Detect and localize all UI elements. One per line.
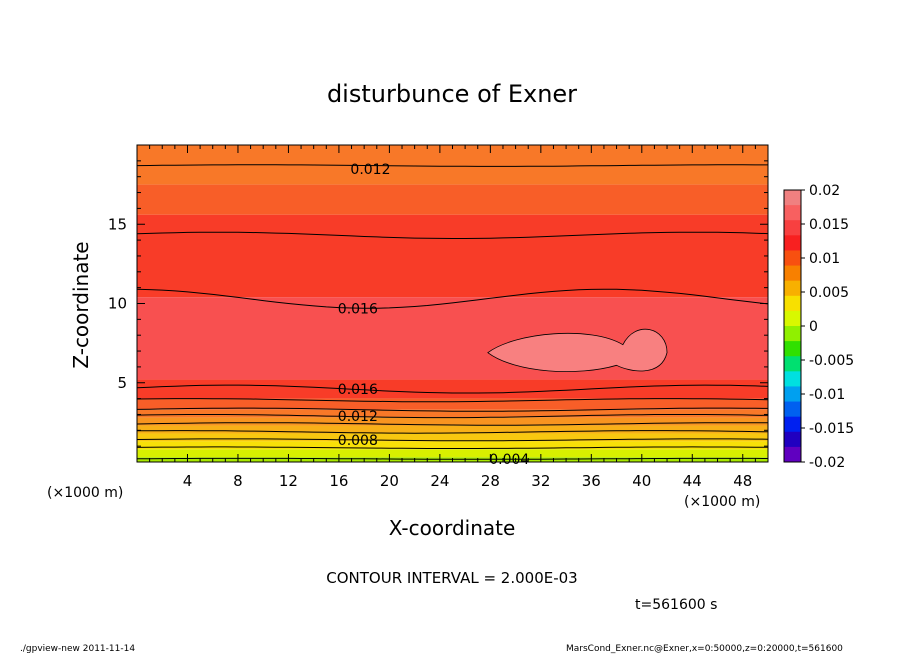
x-tick-label: 16 [329,472,348,490]
contour-label: 0.016 [338,301,378,317]
footer-right: MarsCond_Exner.nc@Exner,x=0:50000,z=0:20… [566,644,843,654]
x-tick-label: 48 [733,472,752,490]
y-axis-label: Z-coordinate [69,241,93,368]
colorbar-segment [784,205,801,221]
colorbar-label: 0 [809,319,818,335]
contour-line [136,231,769,239]
color-band [137,417,768,426]
colorbar-segment [784,310,801,327]
x-tick-label: 32 [531,472,550,490]
colorbar-segment [784,431,801,448]
color-band [137,449,768,458]
contour-labels: 0.012 0.016 0.016 0.012 0.008 0.004 [338,162,530,468]
colorbar-label: -0.015 [809,421,854,437]
footer-left: ./gpview-new 2011-11-14 [20,644,135,654]
contour-label: 0.012 [338,409,378,425]
contour-label: 0.004 [489,452,529,468]
colorbar-label: 0.005 [809,285,849,301]
colorbar-segment [784,265,801,282]
x-tick-label: 28 [481,472,500,490]
high-value-region [487,328,668,372]
contour-label: 0.008 [338,433,378,449]
contour-label: 0.012 [350,162,390,178]
colorbar-segment [784,220,801,236]
x-tick-label: 36 [582,472,601,490]
colorbar-label: 0.02 [809,183,840,199]
colorbar-segment [784,190,801,206]
colorbar-label: -0.005 [809,353,854,369]
y-tick-label: 15 [108,215,127,233]
colorbar-segment [784,401,801,418]
color-band [137,398,768,410]
colorbar-segment [784,280,801,297]
contour-line [136,407,769,412]
colorbar-label: -0.02 [809,455,845,471]
colorbar-segment [784,235,801,251]
contour-line [136,446,769,449]
x-unit-label: (×1000 m) [684,494,760,510]
x-tick-label: 20 [380,472,399,490]
x-tick-label: 24 [430,472,449,490]
x-tick-label: 12 [279,472,298,490]
contour-line [136,398,769,403]
contour-line [136,164,768,167]
color-band [137,184,768,215]
contour-label: 0.016 [338,382,378,398]
x-tick-label: 8 [233,472,243,490]
colorbar-label: -0.01 [809,387,845,403]
time-label: t=561600 s [635,597,717,613]
y-unit-label: (×1000 m) [47,485,123,501]
contour-line [136,414,769,419]
colorbar-segment [784,416,801,433]
colorbar-label: 0.01 [809,251,840,267]
colorbar-segment [784,446,801,463]
contour-line [136,438,769,442]
plot-area [137,145,768,462]
color-band [137,379,768,399]
colorbar-segment [784,295,801,312]
colorbar-segment [784,326,801,342]
colorbar: 0.02 0.015 0.01 0.005 0 -0.005 -0.01 -0.015 -0.0… [783,183,854,471]
x-tick-label: 44 [683,472,702,490]
chart-title: disturbunce of Exner [327,80,577,108]
color-band [137,214,768,298]
contour-line [136,430,769,434]
contour-line [136,288,769,309]
y-tick-label: 5 [117,374,127,392]
x-axis-label: X-coordinate [389,516,516,540]
contour-line [136,384,769,394]
x-tick-label: 40 [632,472,651,490]
color-band [137,409,768,418]
y-tick-label: 10 [108,295,127,313]
color-band [137,425,768,434]
colorbar-segment [784,250,801,267]
colorbar-segment [784,356,801,372]
colorbar-label: 0.015 [809,217,849,233]
contour-line [136,422,768,426]
colorbar-segment [784,386,801,403]
colorbar-segment [784,371,801,387]
x-tick-label: 4 [183,472,193,490]
color-band [137,433,768,442]
color-band [137,297,768,380]
color-band [137,441,768,450]
colorbar-segment [784,341,801,357]
contour-interval-text: CONTOUR INTERVAL = 2.000E-03 [326,569,577,587]
